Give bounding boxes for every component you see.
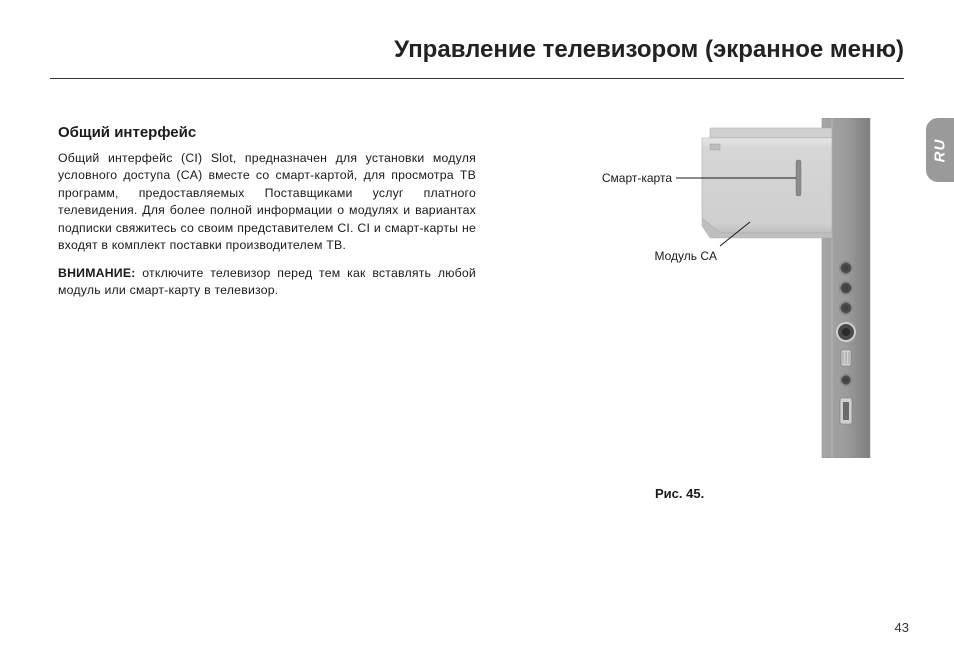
body-text: Общий интерфейс (CI) Slot, предназначен … [58, 150, 476, 310]
title-rule [50, 78, 904, 79]
module-label: Модуль CA [654, 249, 717, 263]
figure-caption: Рис. 45. [655, 486, 704, 501]
paragraph-1: Общий интерфейс (CI) Slot, предназначен … [58, 150, 476, 255]
language-tab: RU [926, 118, 954, 182]
paragraph-warning: ВНИМАНИЕ: отключите телевизор перед тем … [58, 265, 476, 300]
page-number: 43 [895, 620, 909, 635]
warning-label: ВНИМАНИЕ: [58, 266, 136, 280]
ci-slot-diagram: Смарт-карта Модуль CA [560, 118, 890, 458]
language-code: RU [931, 138, 948, 162]
smart-card-label: Смарт-карта [602, 171, 672, 185]
section-heading: Общий интерфейс [58, 124, 196, 141]
page-title: Управление телевизором (экранное меню) [184, 36, 904, 64]
